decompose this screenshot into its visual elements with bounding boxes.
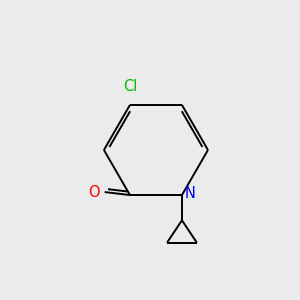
Text: N: N [184,186,195,201]
Text: O: O [88,184,100,200]
Text: Cl: Cl [123,79,137,94]
